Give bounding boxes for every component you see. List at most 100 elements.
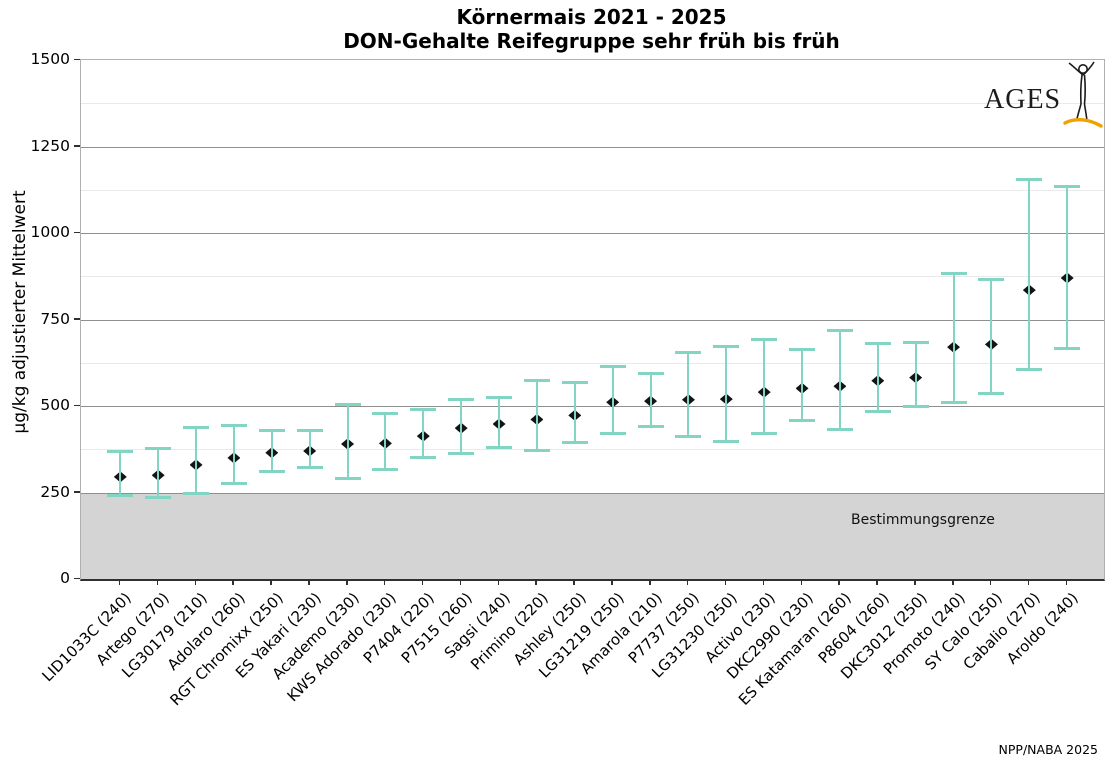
errorbar-line-over-marker [838, 380, 841, 392]
y-tick [74, 231, 80, 233]
y-tick-label: 250 [40, 482, 70, 501]
errorbar-line-over-marker [308, 445, 311, 457]
x-tick [914, 580, 916, 585]
errorbar-line [1028, 179, 1031, 370]
errorbar-cap-top [523, 379, 550, 383]
y-tick-label: 1250 [30, 136, 70, 155]
ages-logo: AGES [984, 60, 1104, 132]
errorbar-cap-bottom [902, 405, 929, 409]
x-tick [573, 580, 575, 585]
major-gridline [81, 233, 1104, 234]
errorbar-cap-bottom [637, 424, 664, 428]
y-tick-label: 1500 [30, 50, 70, 68]
errorbar-cap-bottom [523, 448, 550, 452]
errorbar-cap-top [713, 345, 740, 349]
errorbar-cap-bottom [334, 476, 361, 480]
errorbar-cap-top [1054, 184, 1081, 188]
errorbar-cap-bottom [183, 492, 210, 496]
errorbar-line-over-marker [232, 452, 235, 464]
x-tick [270, 580, 272, 585]
x-tick [876, 580, 878, 585]
errorbar-line-over-marker [384, 437, 387, 449]
errorbar-cap-top [220, 424, 247, 428]
errorbar-line-over-marker [422, 430, 425, 442]
errorbar-cap-top [789, 348, 816, 352]
errorbar-cap-bottom [789, 419, 816, 423]
minor-gridline [81, 449, 1104, 451]
errorbar-cap-top [978, 278, 1005, 282]
x-tick [1065, 580, 1068, 585]
errorbar-cap-top [561, 380, 588, 384]
major-gridline [81, 492, 1104, 494]
errorbar-cap-top [145, 446, 172, 450]
errorbar-line-over-marker [914, 372, 917, 384]
errorbar-line-over-marker [990, 338, 993, 350]
errorbar-line-over-marker [157, 469, 160, 481]
errorbar-line-over-marker [195, 459, 198, 471]
minor-gridline [81, 189, 1104, 191]
y-tick [74, 491, 80, 493]
y-tick [74, 577, 80, 579]
minor-gridline [81, 362, 1104, 364]
x-tick [762, 580, 765, 585]
x-tick [156, 580, 159, 585]
errorbar-cap-top [675, 351, 702, 355]
x-tick [383, 580, 386, 585]
x-tick [989, 580, 992, 585]
errorbar-cap-top [258, 429, 285, 433]
errorbar-line-over-marker [270, 447, 273, 459]
errorbar-cap-bottom [145, 495, 172, 499]
errorbar-cap-bottom [1016, 367, 1043, 371]
errorbar-cap-top [410, 408, 437, 412]
errorbar-line-over-marker [801, 382, 804, 394]
major-gridline [81, 406, 1104, 407]
y-tick-label: 0 [60, 569, 70, 587]
errorbar-line-over-marker [611, 396, 614, 408]
chart-title-line2: DON-Gehalte Reifegruppe sehr früh bis fr… [343, 29, 840, 53]
errorbar-cap-bottom [864, 410, 891, 414]
y-tick [74, 318, 80, 320]
y-tick [74, 145, 80, 147]
errorbar-cap-bottom [675, 435, 702, 439]
errorbar-line [763, 338, 766, 434]
errorbar-line-over-marker [498, 418, 501, 430]
credit-text: NPP/NABA 2025 [998, 742, 1098, 757]
errorbar-cap-top [1016, 178, 1043, 182]
errorbar-cap-bottom [410, 455, 437, 459]
errorbar-cap-top [826, 328, 853, 332]
errorbar-line-over-marker [119, 471, 122, 483]
x-tick [118, 580, 121, 585]
errorbar-line-over-marker [649, 395, 652, 407]
x-tick [308, 580, 310, 585]
errorbar-line [838, 329, 841, 430]
x-tick [800, 580, 803, 585]
errorbar-line [990, 279, 993, 394]
errorbar-line-over-marker [1028, 284, 1031, 296]
errorbar-cap-bottom [258, 469, 285, 473]
errorbar-cap-top [107, 449, 134, 453]
errorbar-cap-bottom [372, 468, 399, 471]
errorbar-cap-bottom [486, 445, 513, 449]
errorbar-cap-top [751, 337, 778, 341]
x-tick [232, 580, 234, 585]
errorbar-cap-bottom [220, 481, 247, 485]
x-tick [346, 580, 348, 585]
errorbar-cap-top [599, 365, 626, 369]
x-tick [459, 580, 462, 585]
x-tick [724, 580, 727, 585]
errorbar-cap-bottom [296, 466, 323, 470]
y-tick [74, 404, 80, 406]
x-tick [838, 580, 840, 585]
major-gridline [81, 319, 1104, 321]
y-tick [74, 58, 80, 60]
minor-gridline [81, 103, 1104, 105]
errorbar-cap-top [296, 429, 323, 433]
errorbar-cap-bottom [826, 427, 853, 431]
errorbar-cap-bottom [940, 400, 967, 404]
errorbar-cap-top [183, 425, 210, 429]
errorbar-line-over-marker [573, 409, 576, 421]
x-tick [194, 580, 197, 585]
errorbar-cap-top [940, 272, 967, 276]
errorbar-cap-top [864, 341, 891, 345]
